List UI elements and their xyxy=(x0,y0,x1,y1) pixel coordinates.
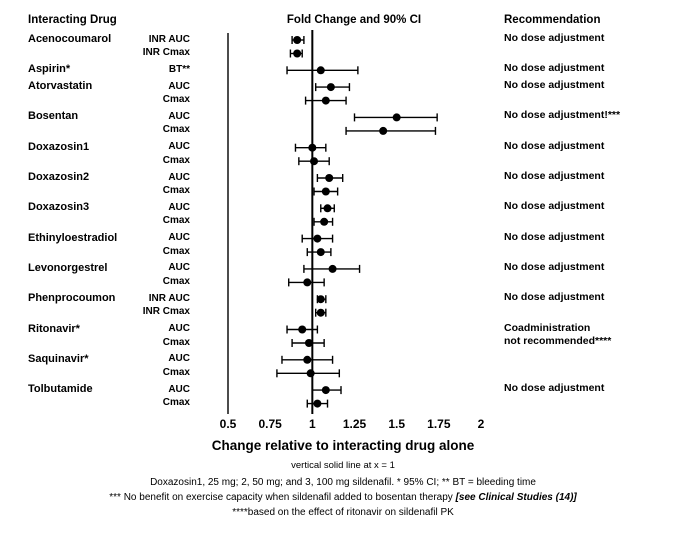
recommendation-label: No dose adjustment!*** xyxy=(504,109,621,122)
point-estimate xyxy=(298,325,307,334)
param-label: AUC xyxy=(168,80,190,92)
drug-label: Doxazosin2 xyxy=(28,171,90,183)
param-label: Cmax xyxy=(162,185,190,196)
footnote-bosentan: *** No benefit on exercise capacity when… xyxy=(109,492,577,503)
param-label: Cmax xyxy=(162,215,190,227)
param-label: Cmax xyxy=(162,154,190,166)
point-estimate xyxy=(320,217,329,226)
param-label: AUC xyxy=(168,383,190,395)
param-label: AUC xyxy=(168,262,190,274)
param-label: AUC xyxy=(168,110,190,122)
column-header-recommendation: Recommendation xyxy=(504,14,601,26)
recommendation-label: No dose adjustment xyxy=(504,200,605,213)
point-estimate xyxy=(321,187,330,196)
footnote-bosentan-text: *** No benefit on exercise capacity when… xyxy=(109,492,456,503)
recommendation-label: No dose adjustment xyxy=(504,230,605,243)
x-tick-label: 1.5 xyxy=(388,417,405,431)
param-label: INR Cmax xyxy=(142,306,190,318)
x-axis-title: Change relative to interacting drug alon… xyxy=(211,438,475,453)
reference-line-note: vertical solid line at x = 1 xyxy=(291,460,395,471)
param-label: INR AUC xyxy=(148,292,190,304)
footnote-ritonavir: ****based on the effect of ritonavir on … xyxy=(232,507,454,518)
param-label: Cmax xyxy=(162,245,190,257)
footnote-doses-and-abbreviations: Doxazosin1, 25 mg; 2, 50 mg; and 3, 100 … xyxy=(150,477,536,488)
point-estimate xyxy=(316,295,325,304)
point-estimate xyxy=(306,369,315,378)
point-estimate xyxy=(323,204,332,213)
x-tick-label: 1.75 xyxy=(427,417,451,431)
point-estimate xyxy=(313,399,322,408)
recommendation-label: No dose adjustment xyxy=(504,170,605,182)
column-header-interacting-drug: Interacting Drug xyxy=(28,14,117,26)
point-estimate xyxy=(303,355,312,364)
footnote-bosentan-reference: [see Clinical Studies (14)] xyxy=(455,492,577,503)
point-estimate xyxy=(326,83,335,92)
param-label: AUC xyxy=(168,323,190,334)
point-estimate xyxy=(316,308,325,317)
point-estimate xyxy=(321,386,330,395)
param-label: AUC xyxy=(168,232,190,244)
point-estimate xyxy=(303,278,312,287)
drug-label: Doxazosin1 xyxy=(28,140,90,153)
drug-label: Bosentan xyxy=(28,110,79,123)
point-estimate xyxy=(325,174,334,182)
param-label: Cmax xyxy=(162,397,190,409)
x-tick-label: 0.75 xyxy=(258,417,282,431)
param-label: AUC xyxy=(168,353,190,365)
param-label: INR Cmax xyxy=(142,47,190,58)
recommendation-label: No dose adjustment xyxy=(504,382,605,395)
point-estimate xyxy=(316,248,325,257)
recommendation-label: No dose adjustment xyxy=(504,32,605,44)
point-estimate xyxy=(321,96,330,105)
param-label: AUC xyxy=(168,171,190,183)
point-estimate xyxy=(310,157,319,166)
param-label: Cmax xyxy=(162,124,190,136)
drug-label: Phenprocoumon xyxy=(28,292,116,305)
x-tick-label: 1.25 xyxy=(342,417,367,431)
param-label: AUC xyxy=(168,141,190,153)
recommendation-label: No dose adjustment xyxy=(504,291,605,304)
drug-label: Doxazosin3 xyxy=(28,201,90,214)
param-label: Cmax xyxy=(162,366,190,378)
recommendation-label: Coadministration xyxy=(504,321,591,334)
drug-label: Levonorgestrel xyxy=(28,261,108,274)
drug-label: Atorvastatin xyxy=(28,80,93,93)
drug-label: Saquinavir* xyxy=(28,352,89,365)
x-tick-label: 2 xyxy=(477,417,485,431)
x-tick-label: 0.5 xyxy=(219,417,237,431)
recommendation-label: No dose adjustment xyxy=(504,139,605,152)
drug-label: Ethinyloestradiol xyxy=(28,231,118,244)
param-label: AUC xyxy=(168,201,190,213)
point-estimate xyxy=(304,339,313,347)
point-estimate xyxy=(379,126,388,135)
drug-label: Ritonavir* xyxy=(28,322,80,335)
drug-label: Tolbutamide xyxy=(28,383,93,396)
point-estimate xyxy=(328,264,337,273)
param-label: Cmax xyxy=(162,336,190,348)
param-label: INR AUC xyxy=(148,33,190,45)
point-estimate xyxy=(313,234,322,243)
recommendation-label: not recommended**** xyxy=(504,335,612,347)
param-label: Cmax xyxy=(162,275,190,287)
point-estimate xyxy=(316,66,325,75)
recommendation-label: No dose adjustment xyxy=(504,79,605,92)
point-estimate xyxy=(293,49,302,58)
param-label: Cmax xyxy=(162,94,190,106)
point-estimate xyxy=(392,113,401,122)
recommendation-label: No dose adjustment xyxy=(504,260,605,273)
param-label: BT** xyxy=(168,63,190,75)
x-tick-label: 1 xyxy=(308,417,316,431)
drug-label: Aspirin* xyxy=(28,63,71,76)
drug-label: Acenocoumarol xyxy=(28,33,112,45)
column-header-fold-change: Fold Change and 90% CI xyxy=(286,14,422,26)
point-estimate xyxy=(308,143,317,152)
point-estimate xyxy=(293,36,302,44)
recommendation-label: No dose adjustment xyxy=(504,62,605,75)
